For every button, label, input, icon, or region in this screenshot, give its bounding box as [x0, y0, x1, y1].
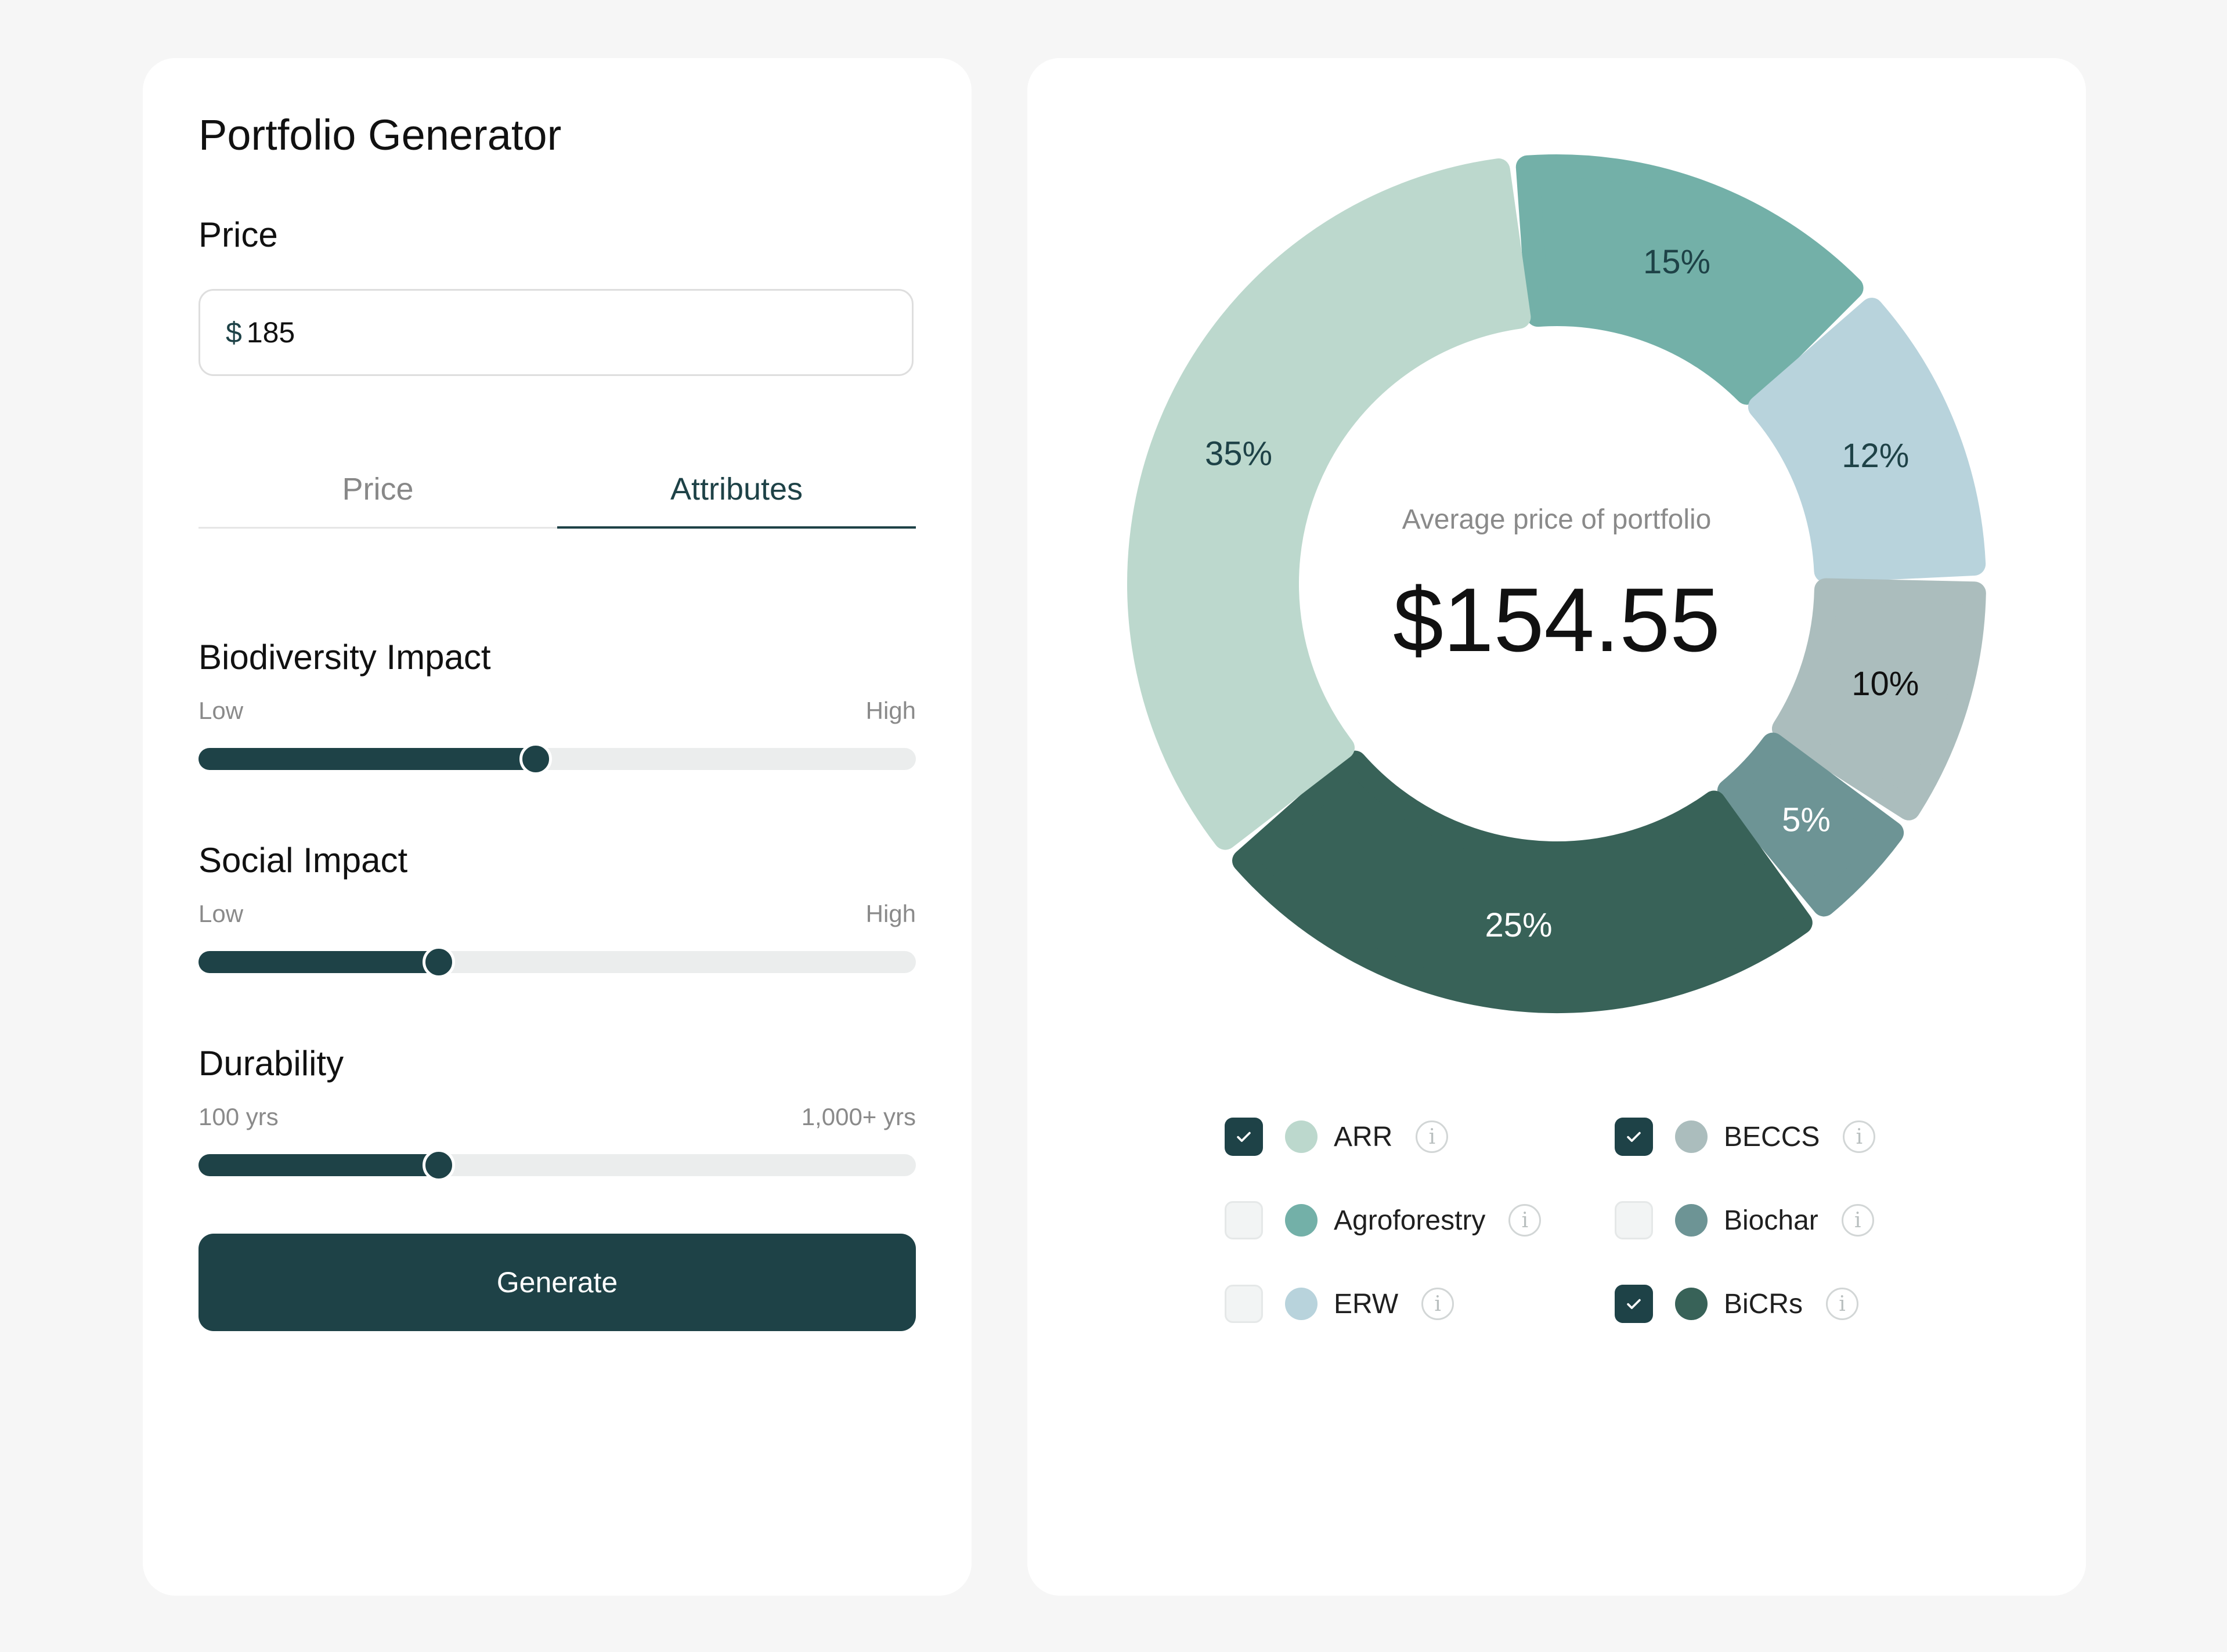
average-price-value: $154.55 — [1393, 570, 1720, 671]
beccs-color-dot — [1675, 1120, 1708, 1153]
info-icon[interactable]: i — [1826, 1288, 1859, 1320]
slider-thumb[interactable] — [423, 946, 456, 978]
donut-slice-bicrs[interactable] — [1232, 750, 1813, 1013]
portfolio-generator-panel: Portfolio Generator Price $ 185 Price At… — [143, 58, 972, 1596]
donut-slice-label: 35% — [1205, 435, 1272, 472]
donut-slice-label: 10% — [1851, 665, 1919, 703]
biodiversity-impact-slider-group: Biodiversity Impact Low High — [198, 637, 916, 775]
donut-slice-label: 12% — [1842, 437, 1909, 475]
mode-tabs: Price Attributes — [198, 464, 916, 529]
social-impact-slider-group: Social Impact Low High — [198, 840, 916, 978]
durability-slider-group: Durability 100 yrs 1,000+ yrs — [198, 1043, 916, 1181]
info-icon[interactable]: i — [1841, 1204, 1874, 1237]
portfolio-chart-panel: 15% 12% 10% 5% 25% 35% Average price of portf… — [1027, 58, 2086, 1596]
legend-label: Biochar — [1724, 1205, 1818, 1236]
slider-min-label: Low — [198, 900, 244, 927]
donut-slice-erw[interactable] — [1748, 298, 1986, 583]
price-input-value: 185 — [246, 316, 295, 349]
bicrs-color-dot — [1675, 1288, 1708, 1320]
social-impact-slider[interactable] — [198, 946, 916, 978]
legend-label: BiCRs — [1724, 1288, 1803, 1320]
legend-label: ARR — [1334, 1121, 1393, 1152]
legend-item-agroforestry[interactable]: Agroforestry i — [1225, 1199, 1542, 1241]
bicrs-checkbox[interactable] — [1615, 1285, 1653, 1323]
tab-attributes[interactable]: Attributes — [557, 464, 916, 529]
donut-slice-biochar[interactable] — [1717, 732, 1904, 917]
donut-slice-beccs[interactable] — [1771, 578, 1986, 820]
info-icon[interactable]: i — [1416, 1120, 1449, 1153]
info-icon[interactable]: i — [1508, 1204, 1542, 1237]
slider-max-label: High — [865, 697, 916, 724]
generate-button[interactable]: Generate — [198, 1234, 916, 1331]
price-input[interactable]: $ 185 — [198, 289, 914, 376]
slider-title: Durability — [198, 1044, 344, 1083]
slider-thumb[interactable] — [423, 1149, 456, 1181]
donut-slice-label: 15% — [1643, 243, 1710, 281]
legend-item-erw[interactable]: ERW i — [1225, 1283, 1454, 1325]
slider-min-label: Low — [198, 697, 244, 724]
slider-max-label: High — [865, 900, 916, 927]
agroforestry-color-dot — [1285, 1204, 1318, 1237]
currency-symbol: $ — [226, 316, 242, 349]
legend-label: Agroforestry — [1334, 1205, 1486, 1236]
beccs-checkbox[interactable] — [1615, 1118, 1653, 1156]
durability-slider[interactable] — [198, 1149, 916, 1181]
tab-price[interactable]: Price — [342, 472, 414, 507]
donut-slice-label: 5% — [1782, 801, 1831, 838]
legend-item-beccs[interactable]: BECCS i — [1615, 1116, 1876, 1158]
legend-item-biochar[interactable]: Biochar i — [1615, 1199, 1874, 1241]
info-icon[interactable]: i — [1843, 1120, 1876, 1153]
erw-checkbox[interactable] — [1225, 1285, 1263, 1323]
legend-item-bicrs[interactable]: BiCRs i — [1615, 1283, 1859, 1325]
slider-title: Social Impact — [198, 841, 408, 880]
biochar-color-dot — [1675, 1204, 1708, 1237]
legend-item-arr[interactable]: ARR i — [1225, 1116, 1449, 1158]
agroforestry-checkbox[interactable] — [1225, 1201, 1263, 1239]
erw-color-dot — [1285, 1288, 1318, 1320]
average-price-caption: Average price of portfolio — [1402, 504, 1712, 535]
arr-color-dot — [1285, 1120, 1318, 1153]
arr-checkbox[interactable] — [1225, 1118, 1263, 1156]
portfolio-donut-chart: 15% 12% 10% 5% 25% 35% — [1127, 154, 1986, 1013]
slider-title: Biodiversity Impact — [198, 638, 491, 677]
price-label: Price — [198, 215, 278, 254]
legend-label: ERW — [1334, 1288, 1399, 1320]
slider-min-label: 100 yrs — [198, 1103, 279, 1130]
slider-fill — [198, 1154, 439, 1176]
biodiversity-impact-slider[interactable] — [198, 743, 916, 775]
info-icon[interactable]: i — [1421, 1288, 1454, 1320]
slider-fill — [198, 748, 536, 770]
donut-slice-agroforestry[interactable] — [1515, 154, 1864, 405]
slider-max-label: 1,000+ yrs — [801, 1103, 916, 1130]
donut-slice-arr[interactable] — [1127, 158, 1531, 850]
slider-thumb[interactable] — [519, 743, 552, 775]
slider-fill — [198, 951, 439, 973]
page-title: Portfolio Generator — [198, 111, 562, 159]
legend-label: BECCS — [1724, 1121, 1820, 1152]
biochar-checkbox[interactable] — [1615, 1201, 1653, 1239]
donut-slice-label: 25% — [1485, 906, 1552, 944]
